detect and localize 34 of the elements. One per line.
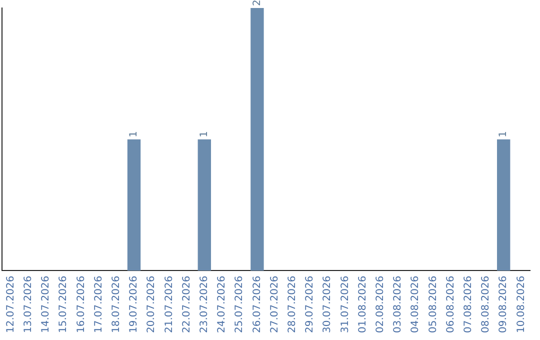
x-tick-label: 15.07.2026 <box>58 276 70 334</box>
x-tick-label: 21.07.2026 <box>164 276 175 334</box>
data-label: 2 <box>252 0 263 6</box>
x-tick-label: 25.07.2026 <box>234 276 246 334</box>
x-tick-label: 17.07.2026 <box>93 276 104 334</box>
x-tick-label: 12.07.2026 <box>5 276 16 334</box>
x-tick-label: 30.07.2026 <box>322 276 334 334</box>
x-tick-label: 06.08.2026 <box>445 276 456 334</box>
x-tick-label: 23.07.2026 <box>198 276 210 334</box>
x-tick-label: 02.08.2026 <box>374 276 386 334</box>
x-tick-label: 13.07.2026 <box>22 276 34 334</box>
x-tick-label: 07.08.2026 <box>462 276 474 334</box>
x-tick-label: 14.07.2026 <box>40 276 52 334</box>
x-tick-label: 18.07.2026 <box>110 276 122 334</box>
x-tick-label: 01.08.2026 <box>357 276 368 334</box>
x-tick-label: 04.08.2026 <box>410 276 422 334</box>
x-tick-label: 31.07.2026 <box>340 276 351 334</box>
x-tick-label: 22.07.2026 <box>181 276 192 334</box>
x-tick-label: 10.08.2026 <box>516 276 527 334</box>
x-tick-label: 03.08.2026 <box>392 276 404 334</box>
x-tick-label: 09.08.2026 <box>498 276 510 334</box>
x-tick-label: 08.08.2026 <box>480 276 492 334</box>
data-label: 1 <box>498 130 510 138</box>
x-tick-label: 20.07.2026 <box>146 276 158 334</box>
x-tick-label: 27.07.2026 <box>269 276 280 334</box>
data-label: 1 <box>198 130 210 138</box>
x-tick-label: 19.07.2026 <box>128 276 140 334</box>
data-label: 1 <box>128 130 140 138</box>
x-tick-label: 24.07.2026 <box>216 276 228 334</box>
x-tick-label: 26.07.2026 <box>252 276 263 334</box>
x-tick-label: 28.07.2026 <box>286 276 298 334</box>
x-tick-label: 16.07.2026 <box>76 276 87 334</box>
x-tick-label: 29.07.2026 <box>304 276 316 334</box>
x-tick-label: 05.08.2026 <box>428 276 439 334</box>
